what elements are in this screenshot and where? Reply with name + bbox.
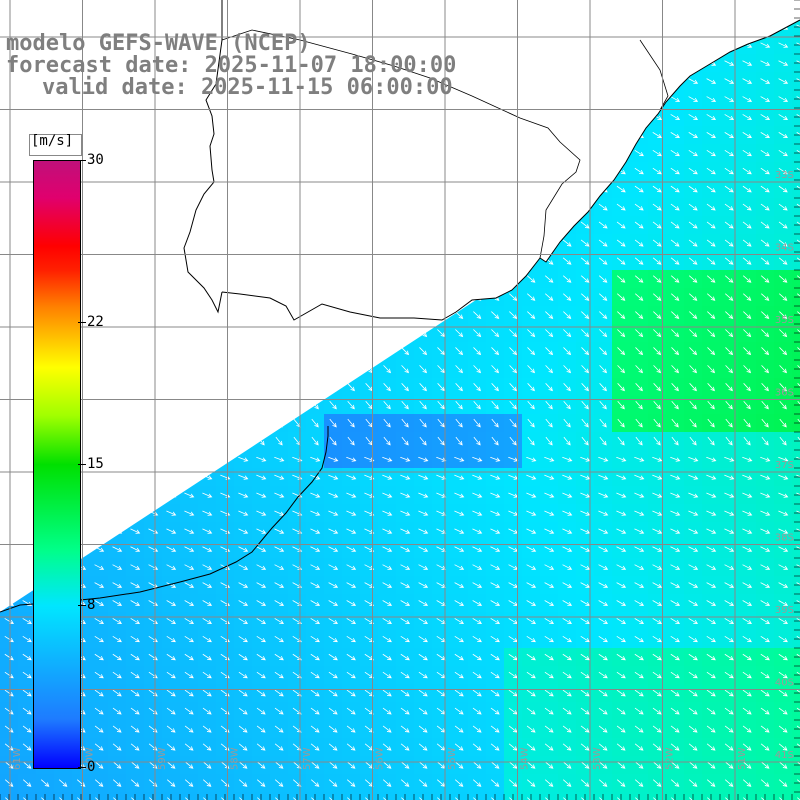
lon-label: 61W [12, 747, 23, 770]
colorbar-tick [78, 605, 86, 607]
model-title: modelo GEFS-WAVE (NCEP) [6, 31, 311, 56]
colorbar-tick [78, 160, 86, 161]
colorbar-label: 30 [87, 152, 104, 168]
lon-label: 52W [665, 747, 676, 770]
lat-label: 36S [775, 388, 794, 399]
valid-date: valid date: 2025-11-15 06:00:00 [42, 75, 453, 100]
lat-label: 40S [775, 678, 794, 689]
land-mask [0, 0, 800, 613]
colorbar-tick [78, 463, 86, 465]
lat-label: 33S [775, 170, 794, 181]
lat-label: 39S [775, 605, 794, 616]
lon-label: 53W [592, 747, 603, 770]
lon-label: 58W [230, 747, 241, 770]
river-plate-coast [221, 19, 800, 321]
lon-label: 54W [520, 747, 531, 770]
lat-label: 38S [775, 533, 794, 544]
uruguay-river [183, 0, 223, 314]
colorbar-label: 0 [87, 759, 96, 775]
colorbar-label: 22 [87, 313, 104, 330]
colorbar-tick [78, 321, 86, 323]
lagoon [639, 39, 669, 111]
coastline [0, 0, 800, 612]
lat-label: 35S [775, 315, 794, 326]
lon-label: 59W [157, 747, 168, 770]
units-box [29, 134, 82, 156]
lon-label: 51W [737, 747, 748, 770]
colorbar-units: [m/s] [31, 133, 74, 149]
colorbar-tick [78, 767, 86, 768]
border-line [221, 29, 581, 259]
lon-label: 60W [85, 747, 96, 770]
colorbar-label: 8 [87, 597, 96, 614]
lat-label: 37S [775, 460, 794, 471]
lon-label: 57W [302, 747, 313, 770]
forecast-date: forecast date: 2025-11-07 18:00:00 [6, 53, 457, 78]
lon-label: 55W [447, 747, 458, 770]
coastline-line [0, 426, 329, 613]
lat-label: 34S [775, 243, 794, 254]
colorbar [33, 160, 81, 769]
lat-label: 41S [775, 750, 794, 761]
colorbar-label: 15 [87, 455, 104, 472]
lon-label: 56W [375, 747, 386, 770]
